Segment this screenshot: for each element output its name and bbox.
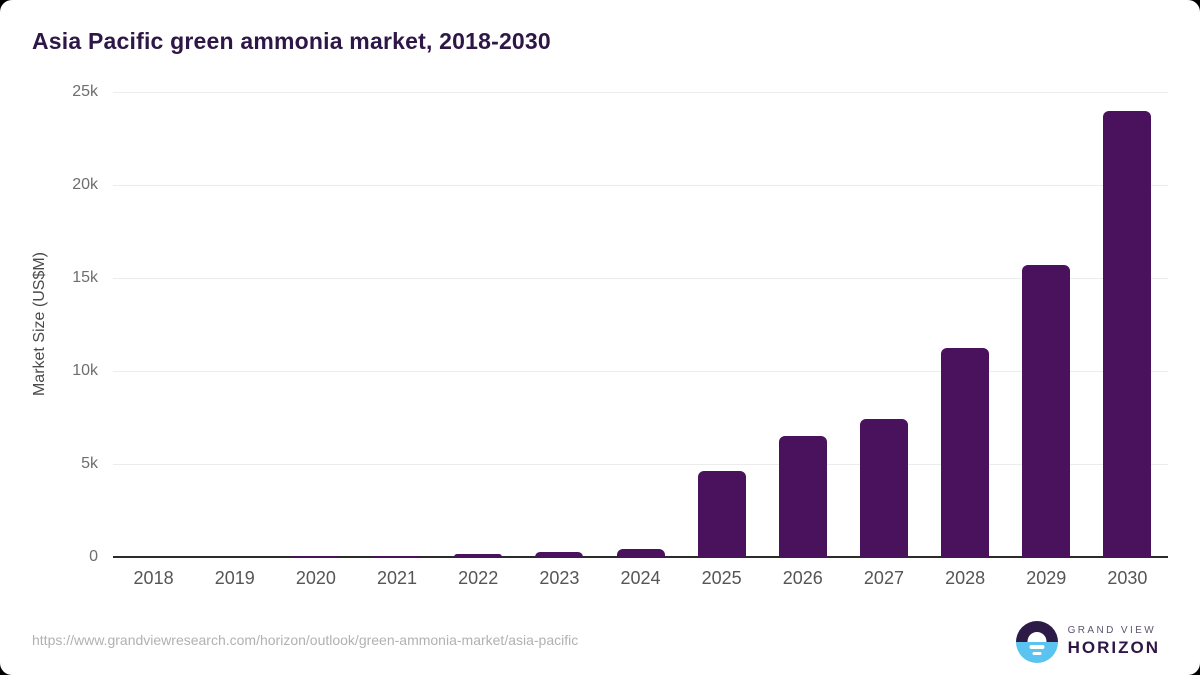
plot-area: [113, 92, 1168, 558]
x-axis-line: [113, 556, 1168, 558]
logo-text: GRAND VIEW HORIZON: [1068, 625, 1160, 658]
x-tick-label: 2023: [539, 568, 580, 588]
x-tick-label: 2026: [782, 568, 823, 588]
gridline: [113, 464, 1168, 465]
sun-dome-shape: [1027, 631, 1047, 642]
x-tick-label: 2020: [295, 568, 336, 588]
x-tick-label: 2028: [945, 568, 986, 588]
bar-2020: [291, 556, 340, 557]
gridline: [113, 185, 1168, 186]
bar-2029: [1022, 264, 1071, 557]
x-tick-label: 2022: [458, 568, 499, 588]
gridline: [113, 92, 1168, 93]
y-tick-label: 5k: [81, 455, 98, 472]
x-tick-label: 2018: [133, 568, 174, 588]
bar-2027: [859, 419, 908, 557]
bar-2026: [778, 436, 827, 557]
y-tick-label: 25k: [72, 83, 98, 100]
y-tick-label: 0: [89, 548, 98, 565]
brand-logo: GRAND VIEW HORIZON: [1015, 620, 1160, 663]
x-tick-label: 2024: [620, 568, 661, 588]
bar-2028: [941, 347, 990, 557]
bar-2023: [535, 552, 584, 557]
x-tick-label: 2025: [701, 568, 742, 588]
x-tick-label: 2029: [1026, 568, 1067, 588]
bar-2021: [373, 556, 422, 557]
gridline: [113, 278, 1168, 279]
reflection-bar-shape: [1032, 651, 1042, 655]
bar-2022: [454, 554, 503, 557]
x-tick-label: 2027: [863, 568, 904, 588]
bar-2025: [697, 471, 746, 557]
bar-2030: [1103, 110, 1152, 557]
x-tick-label: 2030: [1107, 568, 1148, 588]
logo-brand-name: GRAND VIEW: [1067, 625, 1157, 636]
x-tick-label: 2021: [377, 568, 418, 588]
source-url: https://www.grandviewresearch.com/horizo…: [32, 632, 579, 648]
y-tick-label: 20k: [72, 176, 98, 193]
bar-2024: [616, 548, 665, 557]
chart-title: Asia Pacific green ammonia market, 2018-…: [32, 28, 551, 54]
gridline: [113, 371, 1168, 372]
logo-product-name: HORIZON: [1067, 638, 1160, 657]
y-tick-label: 10k: [72, 362, 98, 379]
horizon-sunrise-icon: [1015, 620, 1058, 663]
x-tick-label: 2019: [214, 568, 255, 588]
y-tick-label: 15k: [72, 269, 98, 286]
reflection-bar-shape: [1029, 644, 1045, 649]
